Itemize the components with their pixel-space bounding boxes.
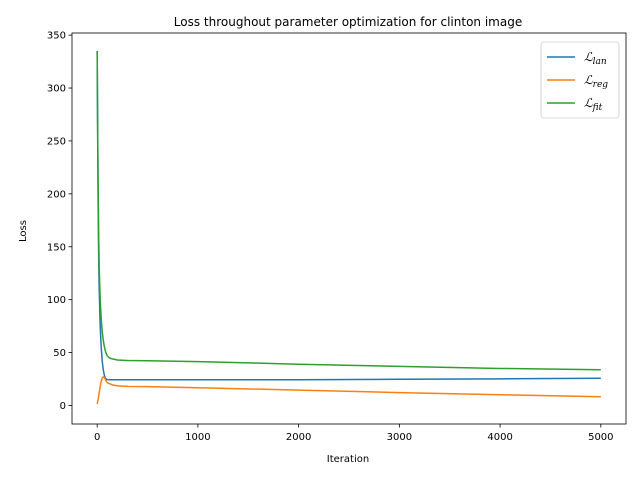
x-tick-label: 5000 [588, 432, 613, 443]
legend-label-main: ℒ [584, 96, 593, 110]
legend-label-subscript: reg [593, 80, 609, 90]
y-tick-label: 200 [47, 189, 66, 200]
plot-lines [96, 50, 601, 405]
y-axis-ticks: 0 50 100 150 200 250 300 350 [47, 31, 72, 412]
chart-title: Loss throughout parameter optimization f… [174, 15, 522, 29]
x-tick-label: 4000 [487, 432, 512, 443]
y-tick-label: 0 [60, 401, 66, 412]
legend-frame [540, 41, 620, 119]
plot-frame [71, 32, 627, 425]
legend-label-lan: ℒlan [584, 50, 607, 67]
y-tick-label: 150 [47, 242, 66, 253]
y-tick-label: 50 [53, 348, 66, 359]
x-tick-label: 3000 [387, 432, 412, 443]
legend-label-subscript: fit [592, 103, 603, 113]
legend-label-fit: ℒfit [584, 96, 603, 113]
x-tick-label: 1000 [185, 432, 210, 443]
y-tick-label: 100 [47, 295, 66, 306]
x-axis-ticks: 0 1000 2000 3000 4000 5000 [94, 424, 614, 443]
series-line-fit [96, 50, 601, 371]
legend-label-subscript: lan [593, 57, 607, 67]
x-tick-label: 2000 [286, 432, 311, 443]
y-tick-label: 250 [47, 136, 66, 147]
x-tick-label: 0 [94, 432, 100, 443]
y-tick-label: 350 [47, 31, 66, 42]
legend-label-main: ℒ [584, 50, 593, 64]
y-tick-label: 300 [47, 84, 66, 95]
legend-label-reg: ℒreg [584, 73, 608, 90]
x-axis-label: Iteration [327, 454, 369, 465]
y-axis-label: Loss [18, 220, 29, 242]
series-line-reg [96, 376, 601, 405]
legend-label-main: ℒ [584, 73, 593, 87]
